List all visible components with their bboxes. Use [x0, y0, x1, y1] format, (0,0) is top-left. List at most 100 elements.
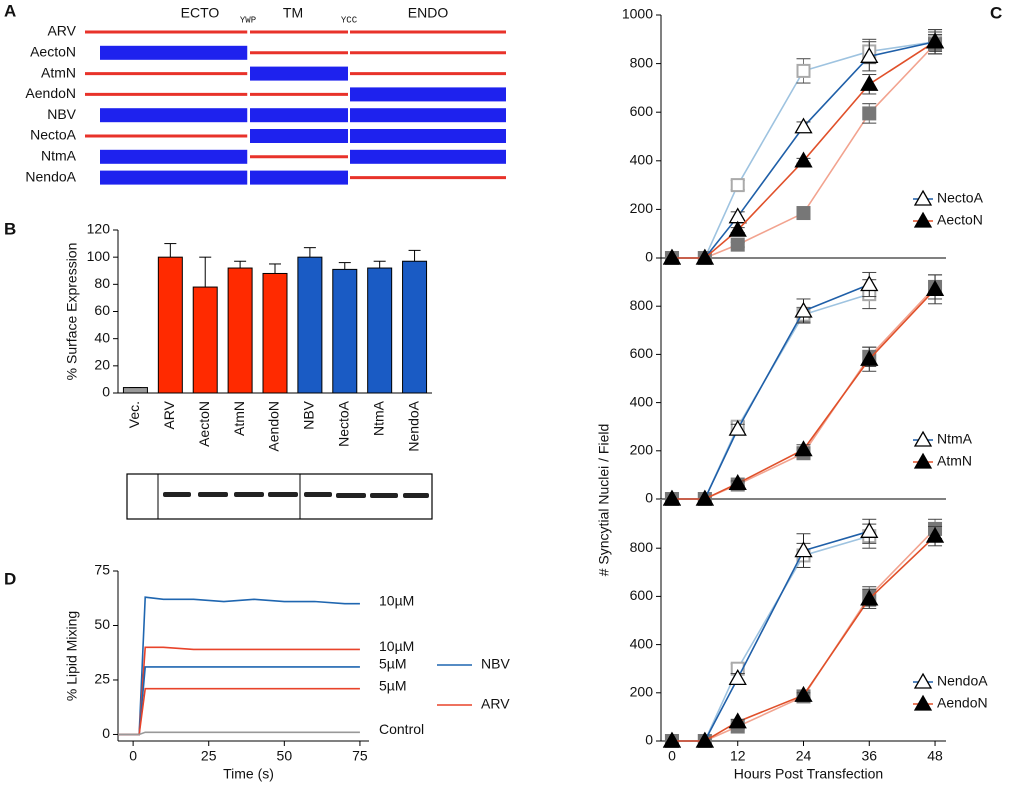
domain-segment	[350, 149, 506, 164]
domain-segment	[100, 108, 248, 123]
series-label: 10µM	[379, 638, 414, 654]
domain-segment	[250, 66, 348, 81]
y-tick-label: 200	[630, 684, 654, 700]
y-tick-label: 0	[102, 725, 110, 741]
region-label: ENDO	[408, 5, 449, 21]
marker	[728, 669, 747, 685]
y-tick-label: 0	[102, 384, 110, 400]
domain-segment	[350, 108, 506, 123]
marker	[913, 672, 933, 689]
x-tick-label: NtmA	[370, 400, 386, 436]
series-label: 5µM	[379, 677, 407, 693]
y-tick-label: 800	[630, 539, 654, 555]
marker	[913, 452, 933, 469]
marker	[913, 430, 933, 447]
domain-segment	[350, 129, 506, 143]
marker	[794, 301, 813, 318]
marker	[662, 248, 682, 265]
y-tick-label: 100	[87, 248, 111, 264]
x-tick-label: 75	[352, 748, 368, 764]
western-blot	[126, 473, 433, 520]
y-tick-label: 0	[645, 732, 653, 748]
marker	[860, 46, 879, 63]
x-tick-label: 48	[927, 748, 943, 764]
panel-label: D	[4, 569, 16, 588]
series-line	[118, 666, 360, 736]
x-tick-label: 12	[730, 748, 746, 764]
marker	[794, 440, 813, 457]
construct-label: NendoA	[25, 168, 76, 184]
marker	[925, 526, 945, 543]
marker	[730, 237, 745, 252]
construct-label: AendoN	[25, 85, 76, 101]
construct-label: NBV	[47, 106, 76, 122]
marker	[662, 731, 682, 748]
panel-label: A	[4, 1, 16, 20]
domain-segment	[100, 149, 248, 164]
x-tick-label: 36	[861, 748, 877, 764]
construct-label: AtmN	[41, 64, 76, 80]
marker	[925, 280, 945, 296]
marker	[695, 731, 714, 748]
bar	[367, 267, 393, 394]
domain-segment	[100, 170, 248, 185]
region-label: ECTO	[181, 5, 220, 21]
domain-segment	[100, 45, 248, 60]
series-line	[118, 731, 360, 736]
construct-label: AectoN	[30, 44, 76, 60]
x-tick-label: 0	[668, 748, 676, 764]
marker	[728, 474, 747, 490]
x-tick-label: NendoA	[405, 400, 421, 451]
x-tick-label: NectoA	[335, 400, 351, 447]
marker	[695, 248, 714, 265]
domain-segment	[250, 129, 348, 143]
series-line	[671, 530, 870, 742]
marker	[913, 211, 933, 228]
marker	[662, 489, 682, 506]
y-tick-label: 600	[630, 587, 654, 603]
x-tick-label: NBV	[301, 400, 317, 429]
y-tick-label: 800	[630, 54, 654, 70]
y-tick-label: 25	[94, 671, 110, 687]
marker	[860, 522, 879, 538]
panel-label: C	[990, 3, 1002, 22]
series-line	[671, 535, 936, 742]
legend-label: NendoA	[937, 673, 988, 689]
domain-segment	[250, 170, 348, 185]
y-tick-label: 80	[94, 275, 110, 291]
marker	[728, 419, 747, 436]
series-line	[118, 646, 360, 736]
series-line	[671, 288, 936, 500]
marker	[728, 712, 747, 729]
y-axis-label: % Lipid Mixing	[64, 611, 80, 701]
construct-label: NectoA	[30, 127, 77, 143]
marker	[794, 151, 813, 168]
domain-segment	[250, 108, 348, 123]
y-tick-label: 800	[630, 297, 654, 313]
legend-label: ARV	[481, 696, 510, 712]
marker	[913, 694, 933, 711]
bar	[157, 256, 183, 394]
x-tick-label: AtmN	[231, 401, 247, 436]
marker	[860, 349, 879, 366]
y-tick-label: 600	[630, 103, 654, 119]
marker	[925, 32, 945, 49]
legend-label: AectoN	[937, 212, 983, 228]
marker	[796, 63, 811, 78]
x-tick-label: 0	[129, 748, 137, 764]
y-tick-label: 75	[94, 562, 110, 578]
y-tick-label: 200	[630, 200, 654, 216]
series-label: 5µM	[379, 656, 407, 672]
legend-label: NtmA	[937, 431, 973, 447]
marker	[860, 74, 879, 91]
construct-label: NtmA	[41, 148, 77, 164]
marker	[695, 489, 714, 506]
marker	[728, 207, 747, 224]
series-line	[671, 535, 870, 742]
y-tick-label: 400	[630, 393, 654, 409]
bar	[122, 387, 148, 394]
x-tick-label: Vec.	[126, 401, 142, 428]
x-tick-label: ARV	[161, 400, 177, 429]
domain-segment	[350, 87, 506, 102]
marker	[913, 189, 933, 206]
